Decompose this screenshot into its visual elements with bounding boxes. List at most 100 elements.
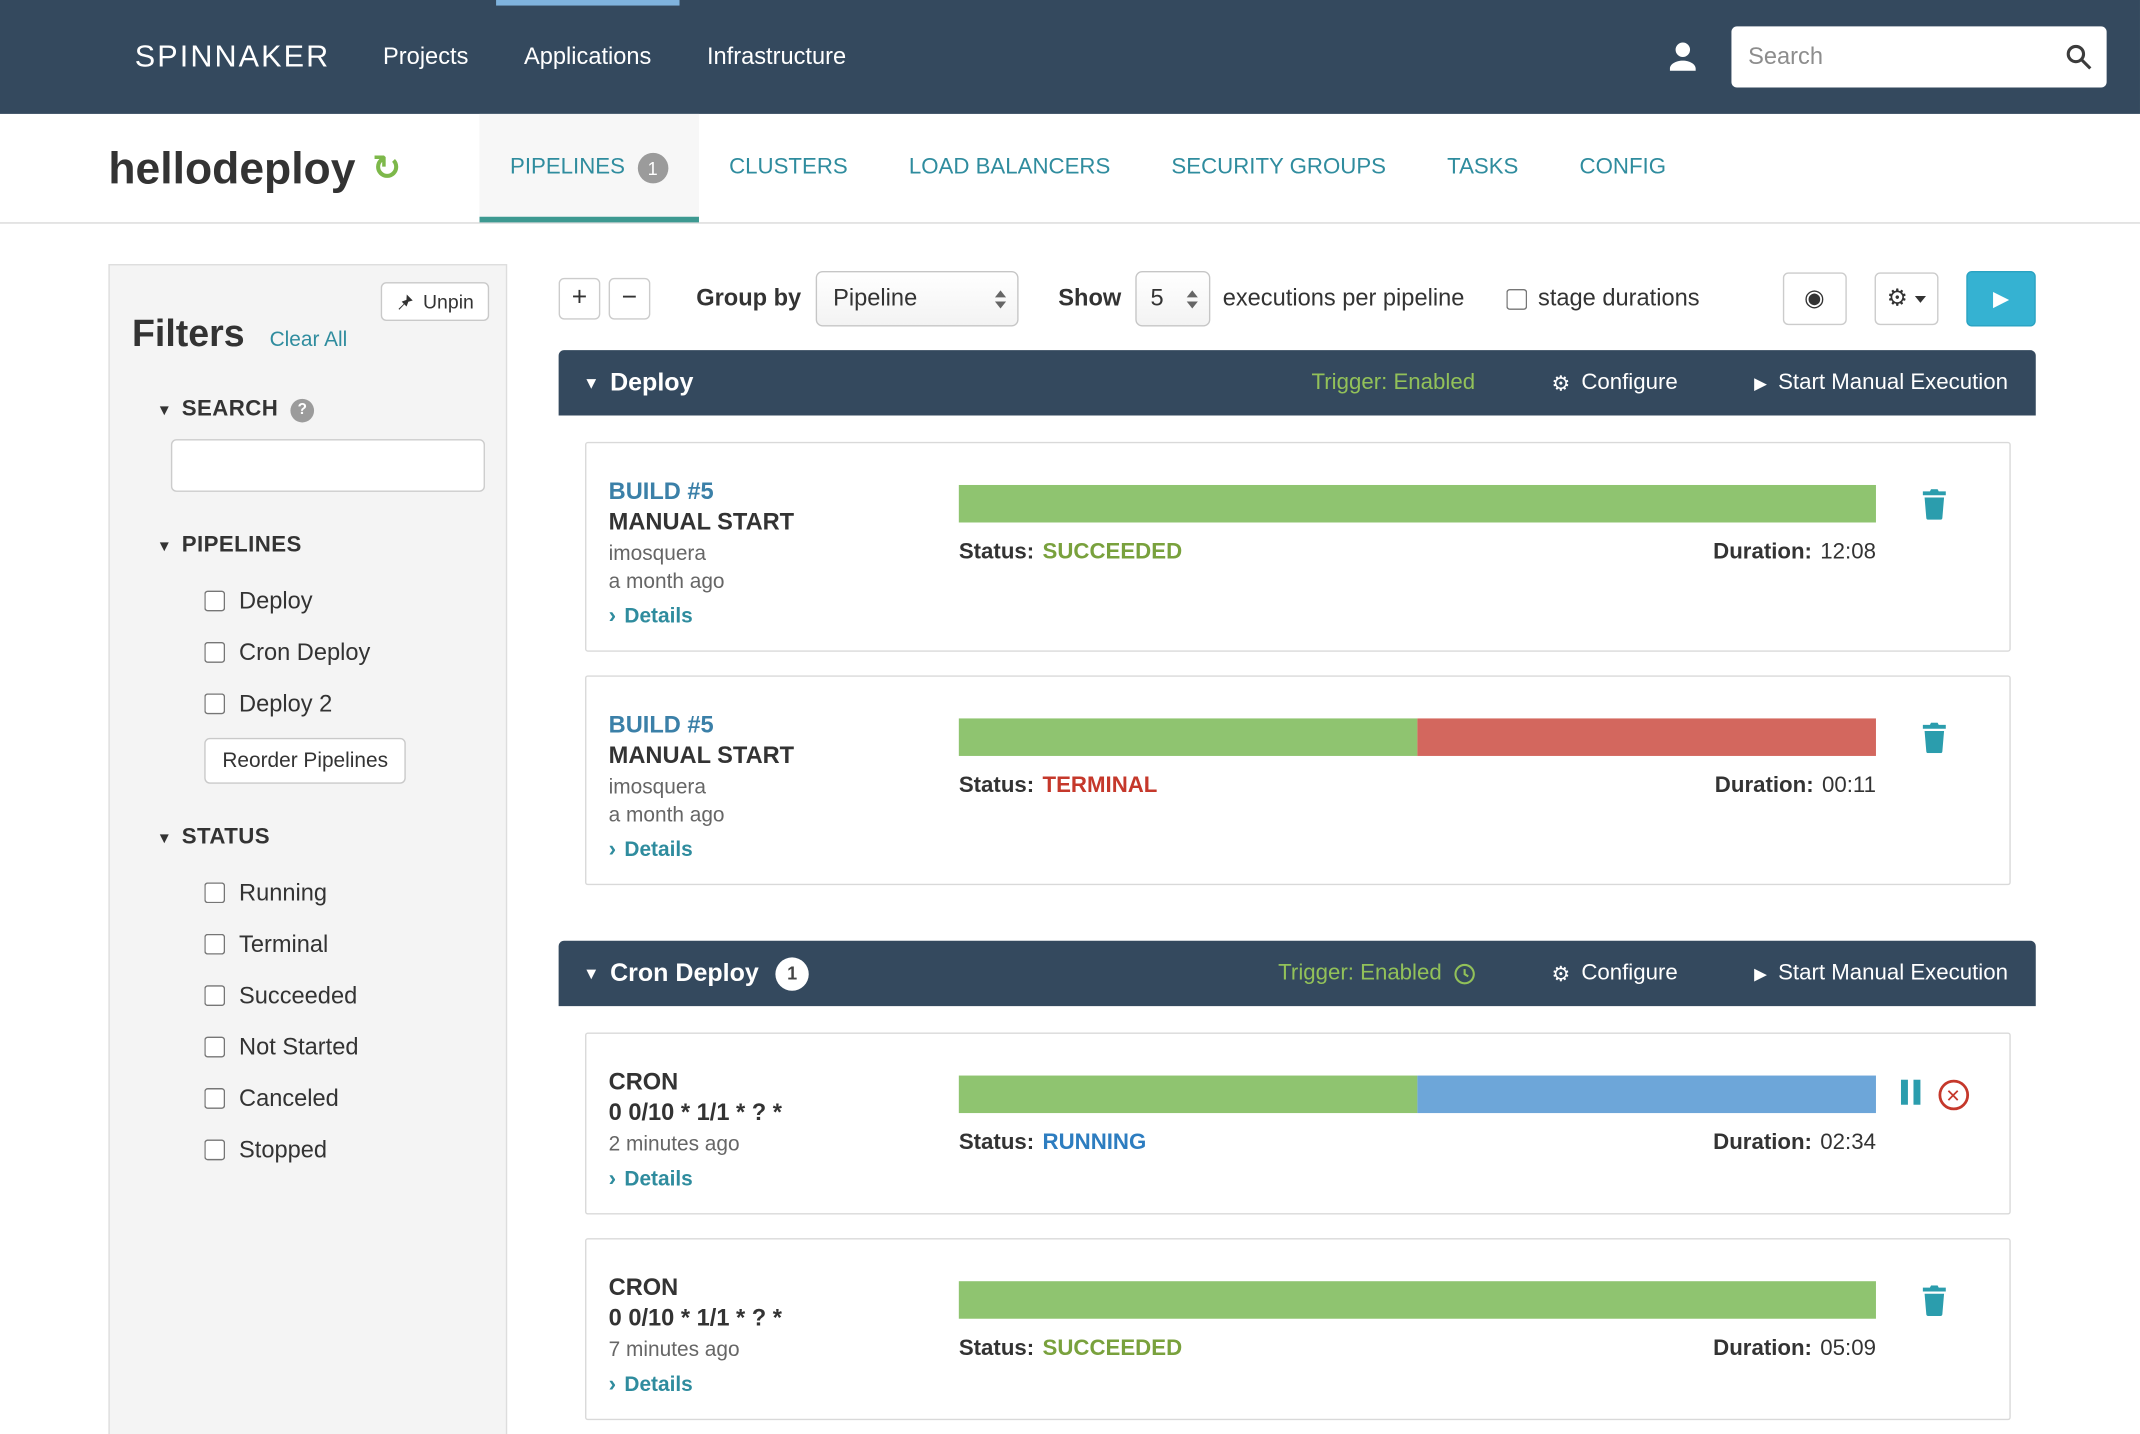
details-link[interactable]: › Details [609,1167,959,1191]
terminal-checkbox[interactable] [204,933,226,955]
cancel-execution-icon[interactable]: ✕ [1937,1079,1969,1111]
filter-search-input[interactable] [170,439,485,492]
pause-execution-icon[interactable] [1900,1079,1920,1105]
stage-segment[interactable] [958,1281,1876,1319]
status: Status: RUNNING [959,1131,1146,1156]
stage-segment[interactable] [1417,1075,1876,1114]
filters-sidebar: Unpin Filters Clear All ▾ SEARCH ? ▾ PIP… [108,264,508,1434]
search-section-header[interactable]: ▾ SEARCH ? [160,397,484,422]
details-link[interactable]: › Details [609,604,959,628]
start-manual-execution-label: Start Manual Execution [1778,370,2008,394]
details-link[interactable]: › Details [609,838,959,862]
filter-option-label: Terminal [239,930,329,957]
nav-item-infrastructure[interactable]: Infrastructure [706,43,847,70]
group-by-select[interactable]: Pipeline [815,270,1018,327]
status-value: SUCCEEDED [1042,1336,1183,1361]
deploy-checkbox[interactable] [204,590,226,612]
tab-pipelines[interactable]: PIPELINES 1 [479,113,699,223]
stage-progress-bar[interactable] [958,484,1876,523]
filter-option-canceled: Canceled [204,1073,483,1124]
stage-segment[interactable] [958,484,1876,523]
execution-user: imosquera [608,775,706,800]
stage-segment[interactable] [958,1075,1418,1114]
collapse-all-button[interactable]: − [608,277,651,320]
start-manual-execution-link[interactable]: ▶ Start Manual Execution [1754,961,2008,986]
start-manual-execution-link[interactable]: ▶ Start Manual Execution [1754,370,2008,395]
stage-segment[interactable] [1417,718,1876,756]
status-label: Status: [958,1131,1035,1155]
tab-security-groups[interactable]: SECURITY GROUPS [1171,155,1386,180]
status-label: Status: [958,1336,1035,1361]
expand-all-button[interactable]: + [558,277,601,320]
help-icon[interactable]: ? [290,398,315,422]
filter-option-running: Running [204,867,483,918]
refresh-icon[interactable]: ↻ [372,148,402,188]
toggle-filters-button[interactable]: ◉ [1782,272,1847,326]
status-row: Status: RUNNING Duration: 02:34 [959,1131,1876,1156]
search-icon[interactable] [2065,43,2093,71]
succeeded-checkbox[interactable] [204,985,226,1007]
running-checkbox[interactable] [204,882,226,904]
filter-option-label: Deploy 2 [239,689,333,717]
stage-progress-bar[interactable] [958,1281,1876,1319]
brand-logo[interactable]: SPINNAKER [134,38,331,74]
executions-toolbar: + − Group by Pipeline Show 5 executions … [558,270,2036,327]
deploy-2-checkbox[interactable] [204,693,226,715]
status-label: Status: [958,774,1035,798]
start-execution-button[interactable]: ▶ [1966,270,2036,327]
tab-pipelines-label: PIPELINES [509,155,625,180]
stopped-checkbox[interactable] [204,1139,226,1161]
clear-all-link[interactable]: Clear All [269,327,348,352]
pipeline-group-cron-deploy: ▾ Cron Deploy 1 Trigger: Enabled ⚙ Confi… [558,940,2036,1434]
global-search-input[interactable] [1731,26,2107,88]
status-row: Status: SUCCEEDED Duration: 12:08 [959,541,1876,566]
filters-titlebar: Filters Clear All [132,313,484,356]
configure-link[interactable]: ⚙ Configure [1552,370,1678,395]
chevron-down-icon[interactable]: ▾ [586,371,597,394]
execution-main: Status: TERMINAL Duration: 00:11 [958,695,1876,862]
execution-build-link[interactable]: BUILD #5 [608,478,714,505]
delete-execution-icon[interactable] [1920,722,1948,754]
unpin-button[interactable]: Unpin [381,282,490,321]
execution-user: imosquera [608,541,706,566]
stage-durations-toggle: stage durations [1506,285,1700,313]
tab-load-balancers[interactable]: LOAD BALANCERS [908,155,1111,180]
stage-progress-bar[interactable] [958,718,1876,756]
execution-build-link[interactable]: BUILD #5 [608,711,714,738]
filter-option-label: Succeeded [239,981,358,1009]
delete-execution-icon[interactable] [1920,1285,1948,1316]
canceled-checkbox[interactable] [204,1088,226,1109]
cron-deploy-checkbox[interactable] [204,641,226,663]
user-icon[interactable] [1665,39,1701,75]
settings-button[interactable]: ⚙ [1874,272,1939,326]
configure-link[interactable]: ⚙ Configure [1552,961,1678,986]
filter-option-label: Cron Deploy [239,638,371,665]
trigger-status: Trigger: Enabled [1312,370,1476,395]
execution-time-ago: 7 minutes ago [608,1338,740,1362]
chevron-down-icon[interactable]: ▾ [586,961,597,984]
stage-durations-checkbox[interactable] [1506,288,1527,310]
details-label: Details [624,837,693,862]
show-count-select[interactable]: 5 [1135,270,1211,327]
filter-section-pipelines: ▾ PIPELINES Deploy Cron Deploy Deploy 2 [132,534,484,784]
details-link[interactable]: › Details [609,1373,959,1397]
stage-progress-bar[interactable] [958,1075,1876,1114]
tab-config[interactable]: CONFIG [1579,155,1667,180]
reorder-pipelines-button[interactable]: Reorder Pipelines [204,737,407,784]
tab-clusters[interactable]: CLUSTERS [729,155,848,180]
group-badge: 1 [775,956,809,991]
delete-execution-icon[interactable] [1920,489,1948,520]
execution-trigger-type: MANUAL START [608,508,795,535]
status-section-header[interactable]: ▾ STATUS [160,825,484,850]
select-carets-icon [994,289,1006,308]
pipelines-section-header[interactable]: ▾ PIPELINES [160,534,484,559]
duration: Duration: 05:09 [1713,1337,1876,1362]
nav-item-applications[interactable]: Applications [496,0,679,114]
status: Status: SUCCEEDED [959,541,1182,566]
tab-tasks[interactable]: TASKS [1447,155,1519,180]
stage-segment[interactable] [958,718,1418,756]
group-by-label: Group by [696,284,802,312]
not-started-checkbox[interactable] [204,1036,226,1058]
nav-item-projects[interactable]: Projects [383,43,469,70]
